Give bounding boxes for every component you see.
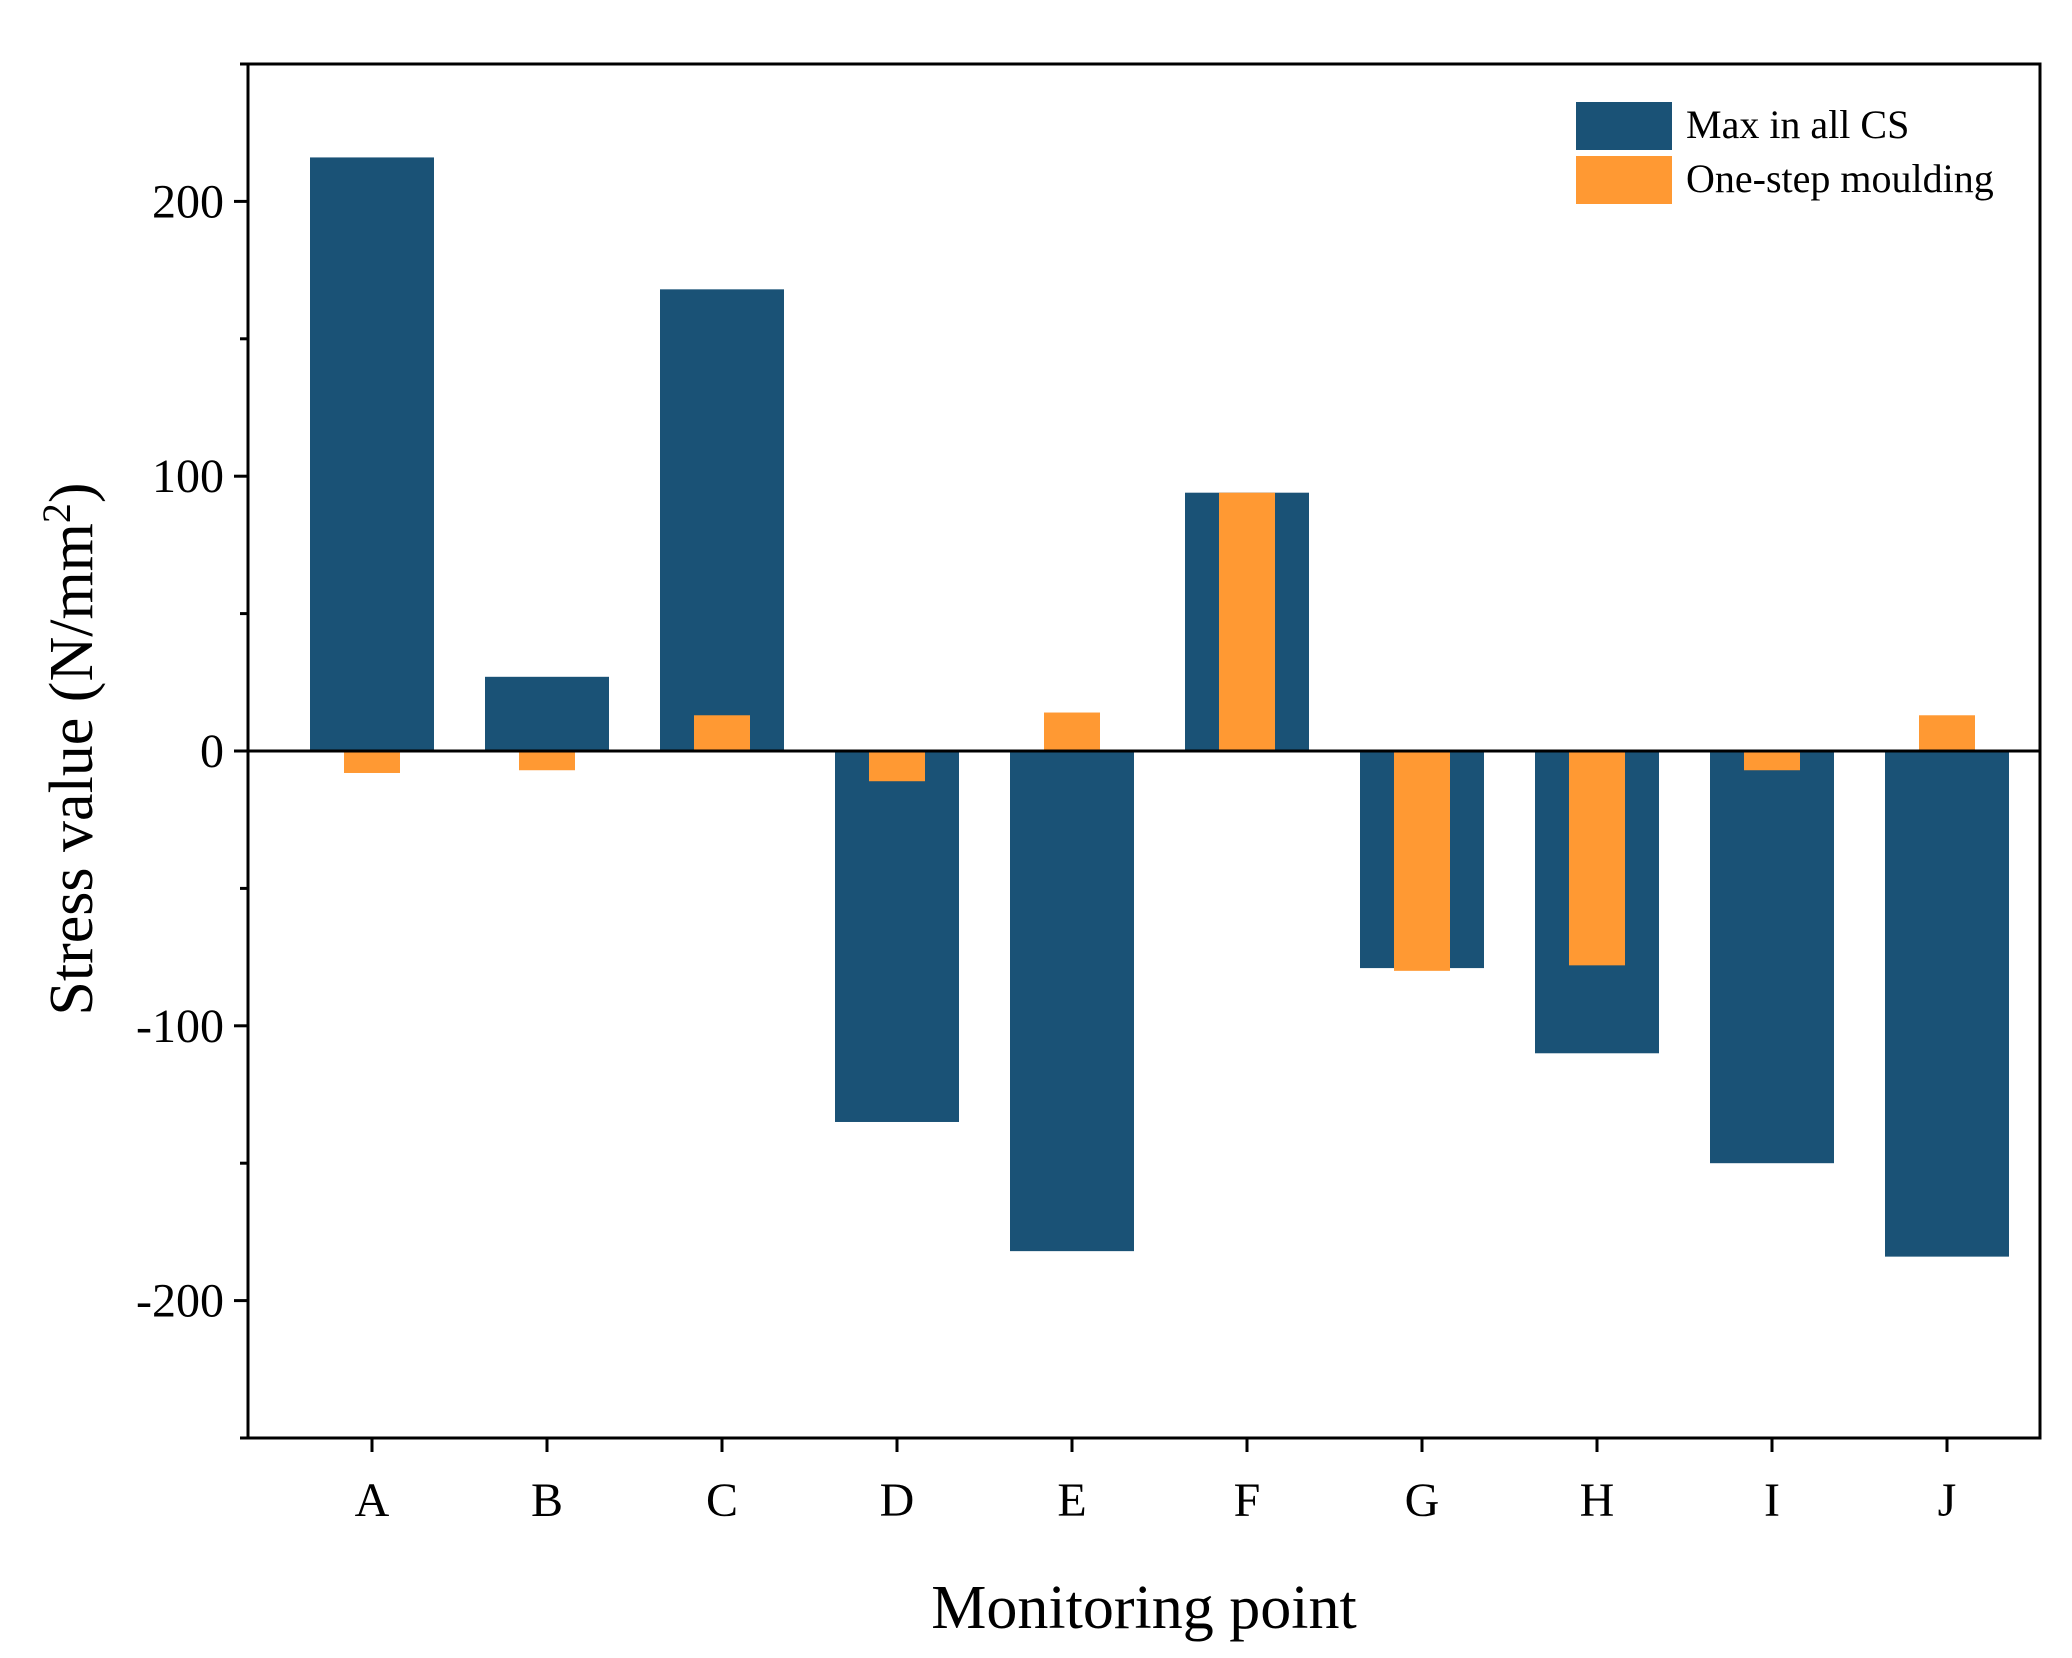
bar-max-in-all-cs-d — [835, 751, 959, 1122]
bar-one-step-moulding-f — [1219, 492, 1275, 751]
y-tick-label: -100 — [136, 1000, 224, 1053]
legend-swatch-max-in-all-cs — [1576, 102, 1672, 150]
legend-label-max-in-all-cs: Max in all CS — [1686, 102, 1909, 147]
bars-layer — [310, 157, 2009, 1257]
x-axis-ticks: A B C D E F G H I J — [355, 1438, 1957, 1527]
y-axis-ticks: -200 -100 0 100 200 — [136, 62, 248, 1440]
bar-one-step-moulding-g — [1394, 751, 1450, 971]
bar-max-in-all-cs-e — [1010, 751, 1134, 1252]
bar-one-step-moulding-d — [869, 751, 925, 782]
x-tick-label-e: E — [1057, 1474, 1086, 1527]
y-axis-title: Stress value (N/mm2) — [34, 482, 107, 1015]
x-tick-label-i: I — [1764, 1474, 1780, 1527]
bar-max-in-all-cs-i — [1710, 751, 1834, 1164]
bar-one-step-moulding-h — [1569, 751, 1625, 966]
legend: Max in all CS One-step moulding — [1576, 102, 1994, 204]
y-tick-label: 200 — [152, 175, 224, 228]
x-tick-label-g: G — [1405, 1474, 1440, 1527]
y-axis-title-main: Stress value (N/mm — [38, 523, 106, 1016]
x-axis-title: Monitoring point — [931, 1574, 1356, 1642]
x-tick-label-h: H — [1580, 1474, 1615, 1527]
legend-label-one-step-moulding: One-step moulding — [1686, 156, 1994, 201]
y-tick-label: 100 — [152, 450, 224, 503]
x-tick-label-j: J — [1938, 1474, 1957, 1527]
y-tick-label: 0 — [200, 725, 224, 778]
bar-one-step-moulding-b — [519, 751, 575, 771]
y-tick-label: -200 — [136, 1275, 224, 1328]
y-axis-title-superscript: 2 — [34, 503, 79, 523]
x-tick-label-f: F — [1234, 1474, 1261, 1527]
x-tick-label-c: C — [706, 1474, 738, 1527]
bar-max-in-all-cs-a — [310, 157, 434, 751]
bar-one-step-moulding-i — [1744, 751, 1800, 771]
bar-one-step-moulding-c — [694, 715, 750, 751]
legend-swatch-one-step-moulding — [1576, 156, 1672, 204]
bar-one-step-moulding-e — [1044, 712, 1100, 751]
bar-one-step-moulding-j — [1919, 715, 1975, 751]
x-tick-label-a: A — [355, 1474, 390, 1527]
bar-max-in-all-cs-b — [485, 676, 609, 751]
x-tick-label-d: D — [880, 1474, 915, 1527]
bar-max-in-all-cs-c — [660, 289, 784, 751]
bar-one-step-moulding-a — [344, 751, 400, 773]
bar-max-in-all-cs-j — [1885, 751, 2009, 1257]
y-axis-title-close: ) — [38, 482, 106, 503]
x-tick-label-b: B — [531, 1474, 563, 1527]
